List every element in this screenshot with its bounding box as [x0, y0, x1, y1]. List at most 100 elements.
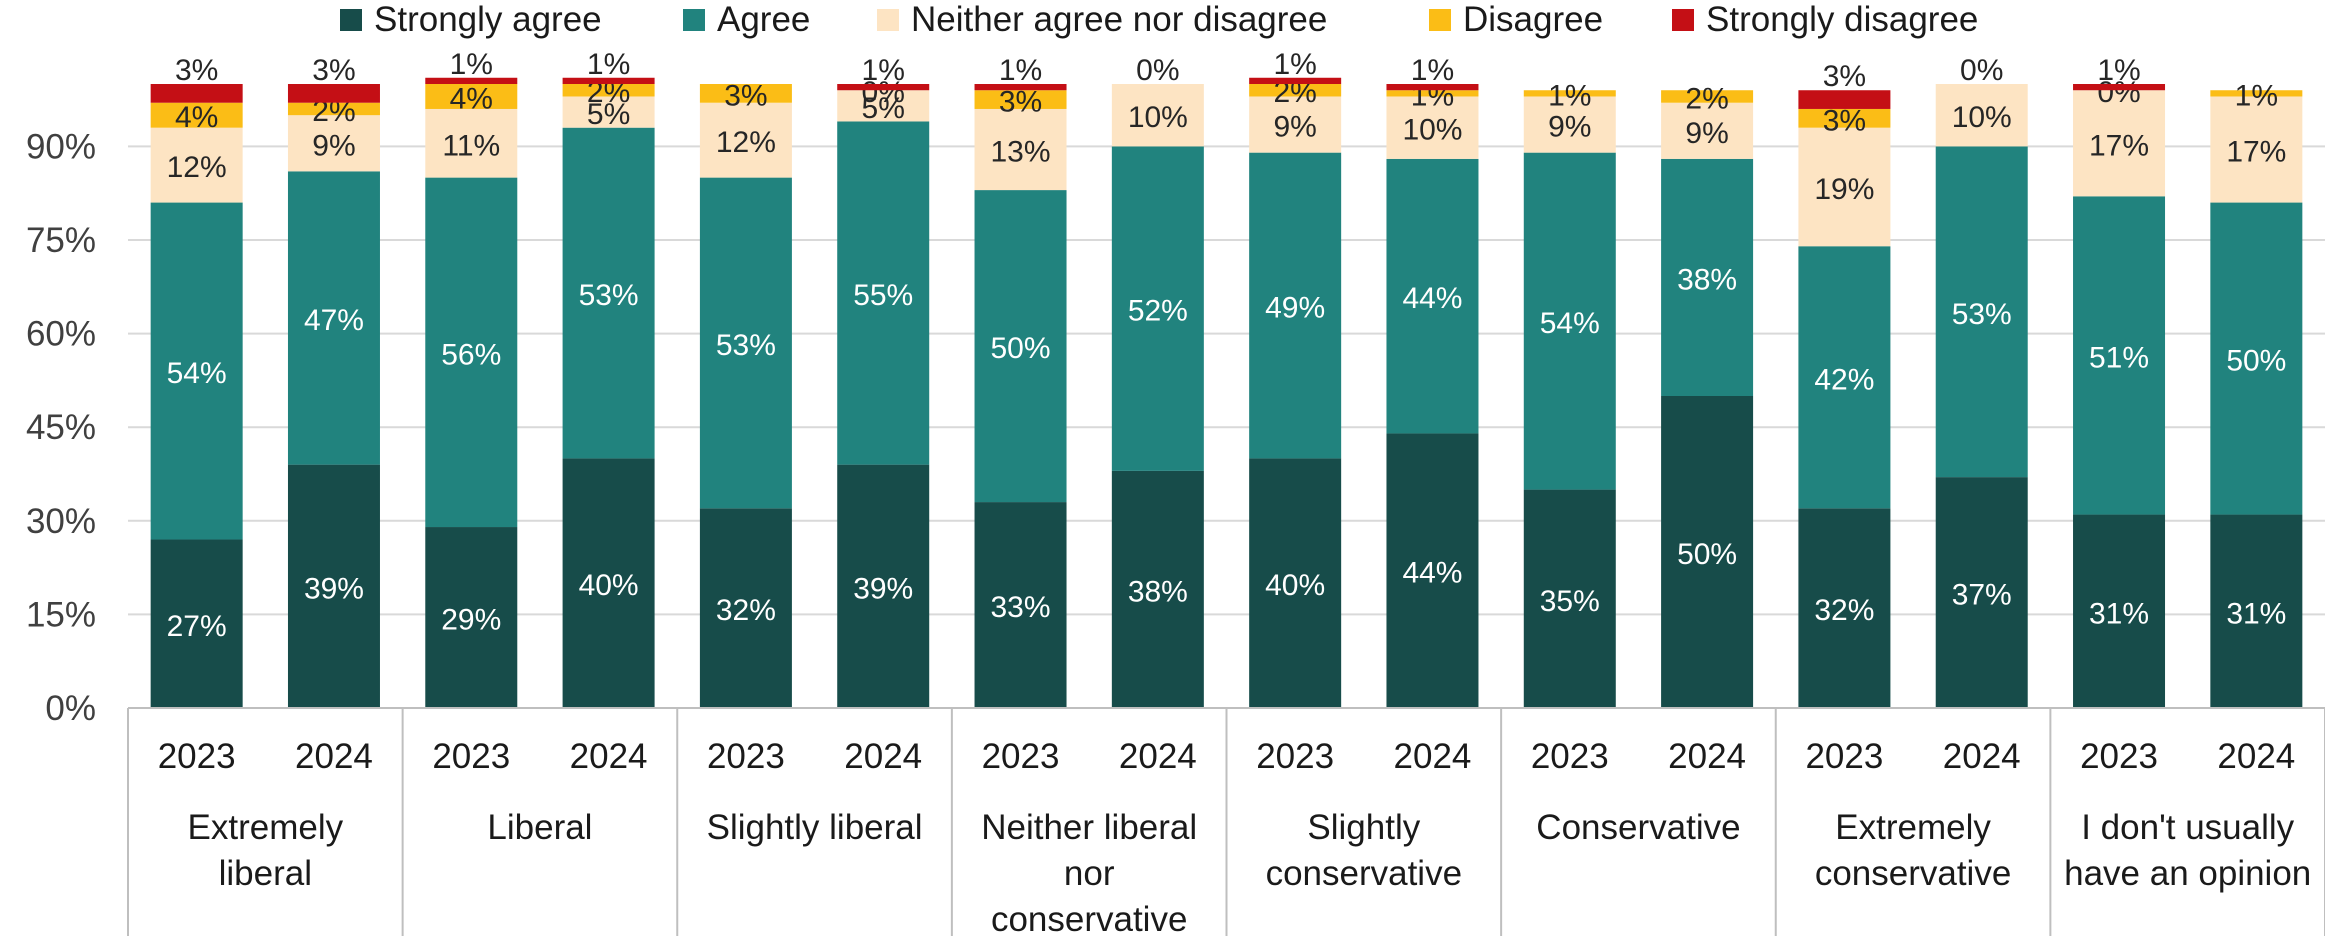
bar-segment-neither-agree-nor-disagree [562, 96, 655, 128]
bar-segment-disagree [562, 84, 655, 97]
x-tick-label: 2024 [844, 737, 922, 776]
data-label: 55% [853, 279, 913, 312]
bar-segment-disagree [1249, 84, 1342, 97]
x-tick-label: 2024 [570, 737, 648, 776]
legend-item-disagree: Disagree [1429, 0, 1603, 40]
bar-segment-disagree [1661, 90, 1754, 103]
data-label: 37% [1952, 579, 2012, 612]
legend-item-neither: Neither agree nor disagree [877, 0, 1327, 40]
group-label: have an opinion [2064, 854, 2311, 893]
data-label: 44% [1402, 282, 1462, 315]
x-tick-label: 2024 [1943, 737, 2021, 776]
bar-segment-neither-agree-nor-disagree [1523, 96, 1616, 153]
bar-segment-agree [974, 190, 1067, 503]
data-label: 27% [167, 610, 227, 643]
bar-segment-agree [1935, 146, 2028, 478]
group-label: Extremely [1835, 808, 1991, 847]
group-label: Conservative [1536, 808, 1740, 847]
data-label: 50% [2226, 345, 2286, 378]
legend-label: Neither agree nor disagree [911, 0, 1328, 39]
y-tick-label: 90% [26, 127, 96, 166]
bar-segment-disagree [425, 84, 518, 109]
bar-segment-neither-agree-nor-disagree [2210, 96, 2303, 203]
data-label: 35% [1540, 585, 1600, 618]
x-tick-label: 2024 [2217, 737, 2295, 776]
data-label: 40% [579, 569, 639, 602]
bar-segment-disagree [150, 102, 243, 128]
data-label: 1% [2097, 54, 2140, 87]
y-tick-label: 15% [26, 595, 96, 634]
bar-segment-strongly-agree [2073, 514, 2166, 708]
data-label: 10% [1128, 101, 1188, 134]
x-tick-label: 2024 [295, 737, 373, 776]
data-label: 38% [1128, 575, 1188, 608]
data-label: 17% [2226, 136, 2286, 169]
data-label: 5% [862, 92, 905, 125]
data-label: 9% [1685, 117, 1728, 150]
bar-segment-neither-agree-nor-disagree [1249, 96, 1342, 153]
group-label: Liberal [487, 808, 592, 847]
data-label: 19% [1814, 173, 1874, 206]
bar-segment-neither-agree-nor-disagree [425, 108, 518, 178]
data-label: 11% [442, 129, 500, 162]
legend-label: Strongly disagree [1706, 0, 1979, 39]
bar-segment-agree [1386, 158, 1479, 434]
bar-segment-agree [1661, 158, 1754, 396]
bar-segment-neither-agree-nor-disagree [1661, 102, 1754, 159]
data-label: 9% [1548, 111, 1591, 144]
group-label: conservative [1815, 854, 2011, 893]
data-label: 42% [1814, 363, 1874, 396]
bar-segment-agree [150, 202, 243, 540]
data-label: 31% [2226, 597, 2286, 630]
legend-swatch-disagree [1429, 9, 1451, 31]
bar-segment-strongly-agree [425, 527, 518, 708]
bar-segment-strongly-disagree [974, 84, 1067, 91]
legend-label: Agree [717, 0, 811, 39]
data-label: 4% [450, 82, 493, 115]
data-label: 33% [991, 591, 1051, 624]
x-tick-label: 2024 [1394, 737, 1472, 776]
y-tick-label: 30% [26, 502, 96, 541]
bar-segment-strongly-disagree [837, 84, 930, 91]
bar-segment-strongly-disagree [2073, 84, 2166, 91]
bar-segment-agree [1249, 152, 1342, 459]
group-label: nor [1064, 854, 1115, 893]
data-label: 1% [450, 48, 493, 81]
bar-segment-strongly-agree [1111, 470, 1204, 708]
data-label: 53% [1952, 298, 2012, 331]
data-label: 40% [1265, 569, 1325, 602]
bar-segment-strongly-agree [1386, 433, 1479, 708]
bar-segment-strongly-disagree [150, 84, 243, 103]
legend-label: Strongly agree [374, 0, 602, 39]
bar-segment-agree [2073, 196, 2166, 515]
bar-segment-neither-agree-nor-disagree [1386, 96, 1479, 159]
bar-segment-strongly-disagree [287, 84, 380, 103]
data-label: 1% [999, 54, 1042, 87]
data-label: 1% [1273, 48, 1316, 81]
y-tick-label: 60% [26, 315, 96, 354]
group-label: I don't usually [2081, 808, 2294, 847]
y-tick-label: 0% [45, 689, 96, 728]
data-label: 3% [1823, 60, 1866, 93]
legend-label: Disagree [1463, 0, 1604, 39]
bar-segment-agree [1523, 152, 1616, 490]
data-label: 47% [304, 304, 364, 337]
bar-segment-strongly-agree [699, 508, 792, 708]
data-label: 0% [2097, 76, 2140, 109]
bar-segment-agree [1798, 246, 1891, 509]
data-label: 3% [724, 79, 767, 112]
bar-segment-disagree [1386, 90, 1479, 97]
bar-segment-strongly-disagree [1386, 84, 1479, 91]
bar-segment-neither-agree-nor-disagree [150, 127, 243, 203]
legend-item-strongly-disagree: Strongly disagree [1672, 0, 1978, 40]
legend-item-strongly-agree: Strongly agree [340, 0, 602, 40]
bar-segment-neither-agree-nor-disagree [699, 102, 792, 178]
bar-segment-strongly-agree [1661, 396, 1754, 708]
data-label: 56% [441, 338, 501, 371]
data-label: 39% [853, 572, 913, 605]
bar-segment-strongly-agree [974, 502, 1067, 708]
bar-segment-neither-agree-nor-disagree [1111, 84, 1204, 147]
group-label: liberal [219, 854, 312, 893]
x-tick-label: 2023 [432, 737, 510, 776]
